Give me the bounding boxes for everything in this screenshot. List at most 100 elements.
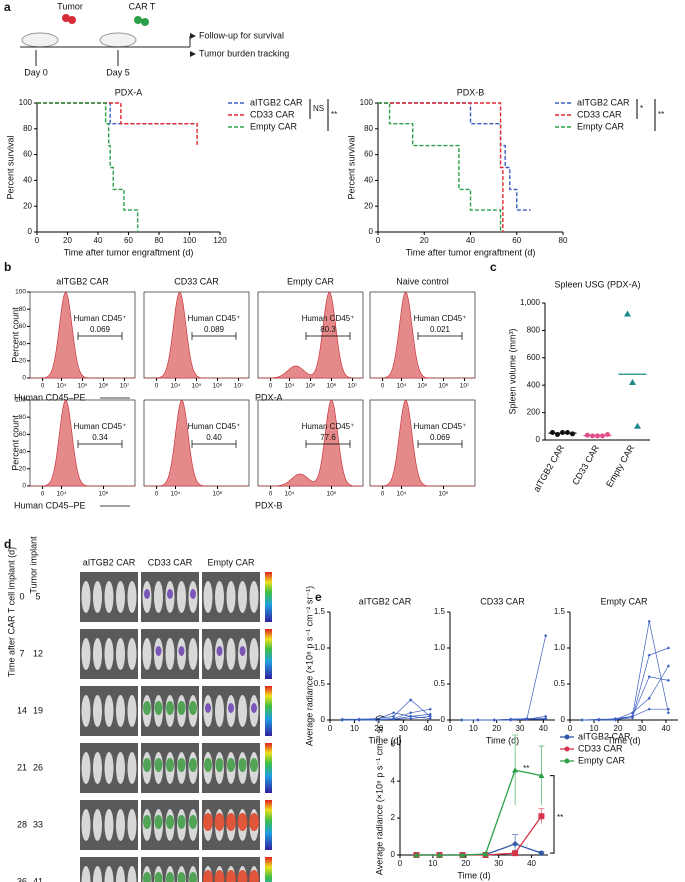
signal [205, 703, 211, 713]
point [409, 698, 413, 702]
gate-value: 0.34 [92, 433, 108, 442]
row-day: 5 [35, 591, 40, 601]
y-tick-label: 0.5 [554, 679, 566, 688]
histogram-frame [369, 291, 476, 379]
survival-curve [378, 102, 502, 232]
mouse [127, 866, 137, 882]
point [666, 664, 670, 668]
survival-curve [37, 102, 198, 146]
y-tick-label: 40 [19, 448, 27, 455]
gate [305, 440, 351, 448]
annotation: ** [523, 764, 529, 773]
color-scale [265, 629, 272, 679]
axis-title: Time after CAR T cell implant (d) [6, 547, 16, 677]
histogram [144, 291, 249, 379]
mouse [81, 752, 91, 784]
histogram [370, 291, 475, 379]
x-tick-label: 0 [376, 236, 381, 245]
series-line [461, 718, 546, 721]
x-tick-label: 20 [420, 236, 429, 245]
y-tick-label: 0 [536, 435, 541, 444]
mouse [81, 809, 91, 841]
series-line [582, 665, 669, 721]
row-day: 28 [17, 819, 27, 829]
mouse [93, 581, 102, 613]
color-scale [265, 800, 272, 850]
x-tick-label: 0 [155, 383, 159, 390]
y-tick-label: 1.5 [554, 607, 566, 616]
x-tick-label: 0 [448, 724, 453, 733]
signal [189, 815, 197, 829]
y-tick-label: 40 [19, 340, 27, 347]
row-day: 26 [33, 762, 43, 772]
y-tick-label: 0 [321, 715, 326, 724]
point [409, 716, 413, 721]
x-tick-label: 10⁶ [213, 383, 223, 390]
mouse [215, 581, 224, 613]
x-tick-label: 0 [568, 724, 573, 733]
x-tick-label: 30 [516, 724, 525, 733]
chart-title: PDX-A [115, 87, 143, 97]
mouse [116, 809, 125, 841]
point [459, 852, 466, 858]
point [544, 634, 548, 638]
x-axis-label: Time (d) [486, 735, 519, 745]
x-tick-label: 10 [590, 724, 599, 733]
x-tick-label: aITGB2 CAR [531, 443, 566, 494]
point [544, 714, 548, 718]
panel-label: c [490, 260, 497, 274]
column-title: Empty CAR [207, 557, 255, 567]
series-line [581, 621, 669, 721]
mouse [203, 581, 213, 613]
legend-marker [564, 734, 570, 740]
x-tick-label: 30 [399, 724, 408, 733]
mouse [116, 581, 125, 613]
y-axis-label: Average radiance (×10⁸ p s⁻¹ cm⁻² sr⁻¹) [374, 715, 384, 875]
point [630, 714, 634, 718]
point [580, 718, 584, 722]
row-day: 14 [17, 705, 27, 715]
color-scale [265, 857, 272, 882]
y-tick-label: 80 [19, 306, 27, 313]
x-axis-label: Time after tumor engraftment (d) [64, 247, 194, 257]
x-tick-label: 80 [559, 236, 568, 245]
x-tick-label: 40 [423, 724, 432, 733]
gate-label: Human CD45⁺ [74, 314, 127, 323]
y-tick-label: 1.0 [314, 643, 326, 652]
signal [226, 813, 236, 831]
y-tick-label: 80 [23, 124, 32, 133]
x-tick-label: 20 [492, 724, 501, 733]
x-tick-label: 10⁴ [170, 383, 180, 390]
mouse [238, 695, 247, 727]
point [614, 718, 618, 722]
mouse [154, 581, 163, 613]
legend-label: Empty CAR [250, 121, 298, 131]
x-axis-label: Human CD45–PE [14, 392, 86, 402]
signal [144, 589, 150, 599]
signal [189, 701, 197, 715]
legend-label: Empty CAR [578, 755, 626, 765]
y-tick-label: 1.0 [554, 643, 566, 652]
y-tick-label: 60 [19, 431, 27, 438]
mouse [104, 581, 114, 613]
point [647, 653, 651, 657]
x-tick-label: 10⁶ [439, 491, 449, 498]
y-tick-label: 1,000 [520, 298, 541, 307]
y-axis-label: Percent count [10, 415, 20, 471]
y-tick-label: 60 [23, 150, 32, 159]
x-tick-label: 10⁵ [306, 383, 316, 390]
histogram-frame [257, 291, 364, 379]
row-day: 7 [19, 648, 24, 658]
point [428, 716, 432, 721]
mouse [104, 695, 114, 727]
panel-label: e [315, 590, 322, 604]
mouse [93, 809, 102, 841]
y-axis-label: Average radiance (×10⁸ p s⁻¹ cm⁻² sr⁻¹) [304, 586, 314, 746]
gate-value: 0.40 [206, 433, 222, 442]
series-line [342, 708, 431, 721]
y-axis-label: Percent survival [5, 135, 15, 199]
point [647, 675, 651, 679]
y-axis-label: Spleen volume (mm³) [507, 328, 517, 414]
y-tick-label: 6 [391, 739, 396, 748]
